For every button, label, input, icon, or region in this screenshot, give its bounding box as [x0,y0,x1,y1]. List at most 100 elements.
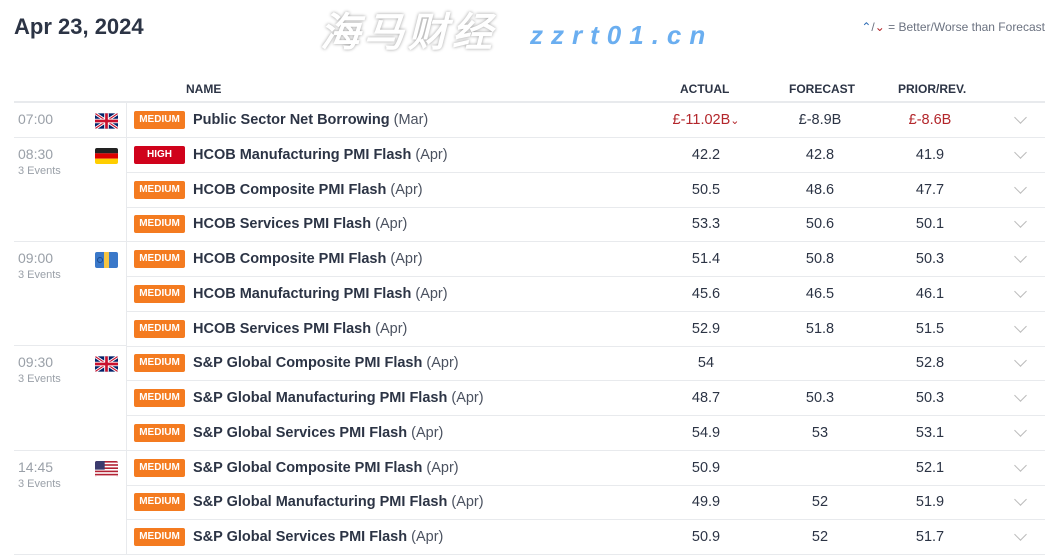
event-period: (Apr) [411,424,444,441]
event-title: HCOB Manufacturing PMI Flash [193,285,412,302]
event-title: HCOB Services PMI Flash [193,216,372,233]
event-title: S&P Global Manufacturing PMI Flash [193,494,448,511]
legend: ⌃/⌄ = Better/Worse than Forecast [861,20,1045,34]
event-row[interactable]: MEDIUM S&P Global Composite PMI Flash (A… [126,451,1045,486]
forecast-value: 52 [811,494,829,511]
actual-value: £-11.02B⌄ [666,112,746,128]
event-row[interactable]: MEDIUM HCOB Services PMI Flash (Apr) 53.… [126,207,1045,243]
actual-text: 48.7 [691,390,721,406]
chevron-down-icon[interactable] [1014,493,1027,507]
actual-text: 53.3 [691,216,721,233]
impact-badge: MEDIUM [134,354,185,373]
prior-value: 51.9 [915,494,945,511]
prior-value: 53.1 [915,424,945,441]
actual-value: 54.9 [666,425,746,441]
flag-uk-icon [95,356,118,373]
actual-value: 54 [666,355,746,371]
forecast-value: 50.8 [805,251,835,267]
prior-value: 52.8 [915,355,945,372]
chevron-down-icon[interactable] [1014,458,1027,472]
event-row[interactable]: MEDIUM S&P Global Services PMI Flash (Ap… [126,520,1045,555]
impact-badge: HIGH [134,145,185,164]
event-row[interactable]: HIGH HCOB Manufacturing PMI Flash (Apr) … [126,138,1045,173]
impact-badge: MEDIUM [134,284,185,303]
actual-value: 52.9 [666,321,746,337]
event-count: 3 Events [18,477,61,490]
time-group: 08:30 3 Events [14,138,126,242]
event-period: (Apr) [451,390,484,406]
chevron-down-icon[interactable] [1014,389,1027,402]
event-name: HCOB Composite PMI Flash (Apr) [193,251,423,267]
event-title: HCOB Services PMI Flash [193,320,372,337]
header-name: NAME [186,82,222,96]
chevron-down-icon[interactable] [1014,423,1027,437]
event-row[interactable]: MEDIUM S&P Global Composite PMI Flash (A… [126,346,1045,382]
forecast-value: 50.6 [805,216,835,233]
event-time: 09:00 [18,250,54,266]
event-title: HCOB Composite PMI Flash [193,181,387,198]
chevron-down-icon[interactable] [1014,284,1027,298]
event-name: S&P Global Manufacturing PMI Flash (Apr) [193,494,484,510]
forecast-value: 52 [811,529,829,545]
impact-badge: MEDIUM [134,493,185,512]
event-row[interactable]: MEDIUM Public Sector Net Borrowing (Mar)… [126,103,1045,138]
worse-arrow-icon: ⌄ [730,115,740,127]
prior-value: 50.3 [915,251,945,267]
chevron-down-icon[interactable] [1014,180,1027,194]
actual-text: 42.2 [691,146,721,163]
prior-value: 51.7 [915,529,945,545]
event-name: Public Sector Net Borrowing (Mar) [193,112,428,128]
event-row[interactable]: MEDIUM S&P Global Manufacturing PMI Flas… [126,485,1045,521]
event-period: (Apr) [415,285,448,302]
actual-value: 53.3 [666,216,746,232]
chevron-down-icon[interactable] [1014,319,1027,333]
chevron-down-icon[interactable] [1014,528,1027,541]
flag-uk-icon [95,113,118,129]
chevron-down-icon[interactable] [1014,111,1027,124]
prior-value: 51.5 [915,320,945,337]
header-forecast: FORECAST [789,82,855,96]
forecast-value: 53 [811,424,829,441]
event-row[interactable]: MEDIUM S&P Global Services PMI Flash (Ap… [126,416,1045,451]
legend-text: = Better/Worse than Forecast [888,20,1045,34]
header-actual: ACTUAL [680,82,730,96]
event-name: HCOB Manufacturing PMI Flash (Apr) [193,147,448,163]
chevron-down-icon[interactable] [1014,145,1027,159]
watermark-logo: 海马财经 [320,11,496,55]
column-divider [126,103,127,554]
forecast-value: 50.3 [805,390,835,406]
event-title: Public Sector Net Borrowing [193,112,390,128]
time-group: 09:00 3 Events [14,242,126,347]
event-title: S&P Global Services PMI Flash [193,424,408,441]
actual-value: 42.2 [666,147,746,163]
event-time: 09:30 [18,354,54,371]
impact-badge: MEDIUM [134,528,185,546]
event-row[interactable]: MEDIUM HCOB Composite PMI Flash (Apr) 50… [126,173,1045,208]
event-name: HCOB Services PMI Flash (Apr) [193,216,407,232]
event-row[interactable]: MEDIUM S&P Global Manufacturing PMI Flas… [126,381,1045,416]
actual-text: 54.9 [691,424,721,441]
actual-value: 45.6 [666,286,746,302]
prior-value: 52.1 [915,459,945,476]
impact-badge: MEDIUM [134,389,185,407]
event-row[interactable]: MEDIUM HCOB Manufacturing PMI Flash (Apr… [126,277,1045,312]
event-period: (Apr) [375,216,408,233]
event-period: (Apr) [411,529,444,545]
chevron-down-icon[interactable] [1014,215,1027,229]
time-group: 09:30 3 Events [14,346,126,451]
actual-value: 50.9 [666,529,746,545]
event-title: S&P Global Composite PMI Flash [193,355,423,372]
event-row[interactable]: MEDIUM HCOB Composite PMI Flash (Apr) 51… [126,242,1045,277]
actual-text: 45.6 [691,285,721,302]
event-name: S&P Global Services PMI Flash (Apr) [193,529,443,545]
actual-text: 49.9 [691,494,721,511]
event-row[interactable]: MEDIUM HCOB Services PMI Flash (Apr) 52.… [126,312,1045,347]
forecast-value: 51.8 [805,320,835,337]
event-period: (Apr) [426,459,459,476]
impact-badge: MEDIUM [134,250,185,268]
actual-value: 51.4 [666,251,746,267]
chevron-down-icon[interactable] [1014,354,1027,368]
prior-value: 41.9 [915,146,945,163]
chevron-down-icon[interactable] [1014,250,1027,263]
event-name: HCOB Manufacturing PMI Flash (Apr) [193,286,448,302]
